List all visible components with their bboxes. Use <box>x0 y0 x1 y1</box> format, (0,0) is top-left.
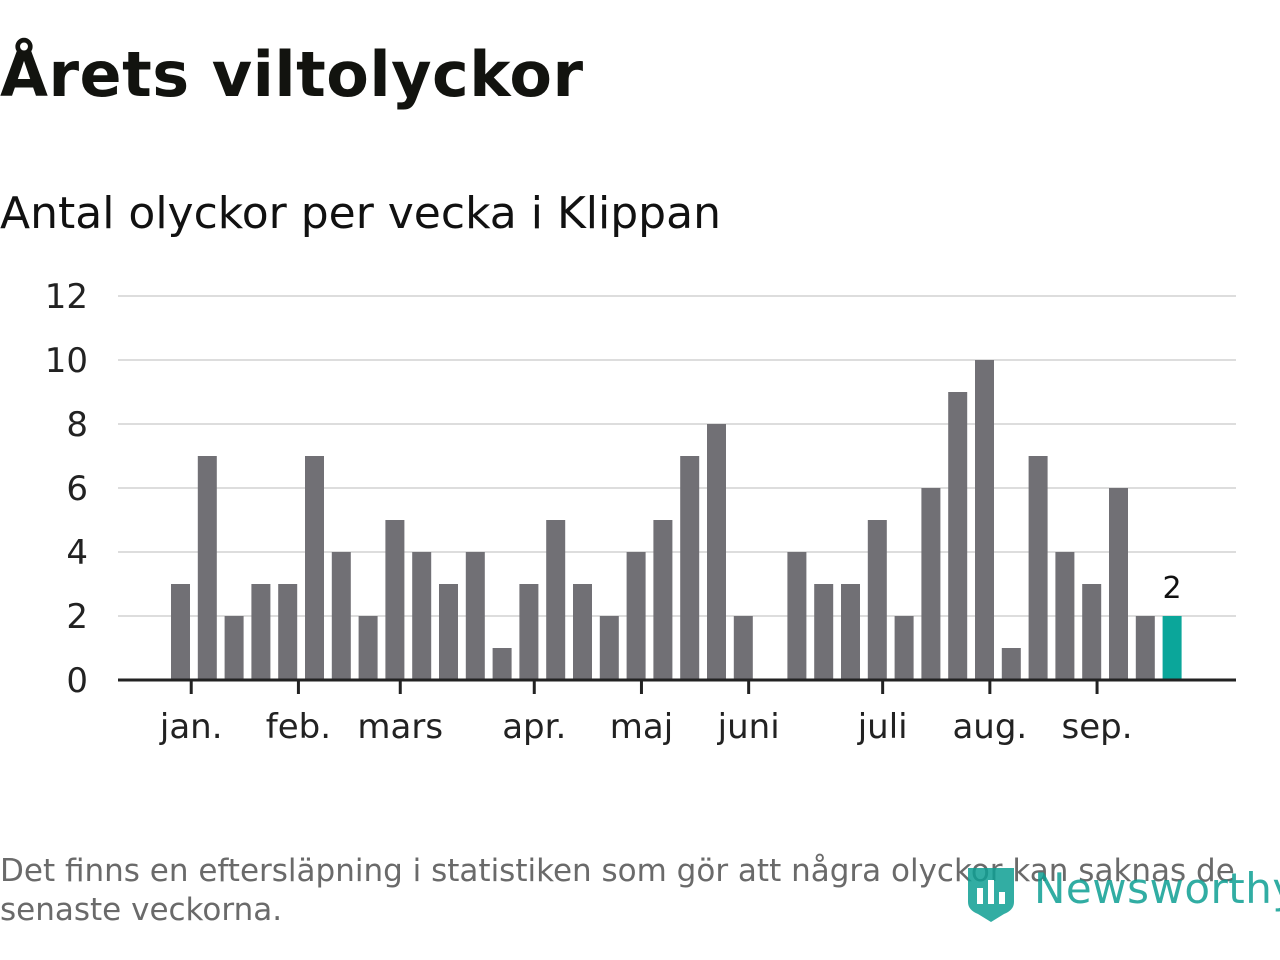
x-tick-label: juli <box>857 707 908 747</box>
bar <box>278 584 298 680</box>
y-tick-label: 4 <box>66 533 88 573</box>
data-label: 2 <box>1163 571 1182 606</box>
bar <box>305 456 324 680</box>
bar <box>921 488 941 680</box>
bar <box>358 616 378 680</box>
bar-highlight <box>1162 616 1182 680</box>
bar <box>707 424 726 680</box>
chart-title: Årets viltolyckor <box>0 38 584 111</box>
y-tick-label: 10 <box>45 341 88 381</box>
bar <box>653 520 673 680</box>
x-tick-label: mars <box>357 707 443 747</box>
bar <box>385 520 405 680</box>
x-tick-label: aug. <box>952 707 1027 747</box>
gridlines <box>118 295 1236 617</box>
newsworthy-logo: Newsworthy <box>964 860 1280 926</box>
bar <box>894 616 914 680</box>
bar <box>948 392 968 680</box>
bar <box>439 584 458 680</box>
chart-subtitle: Antal olyckor per vecka i Klippan <box>0 188 721 239</box>
bar <box>599 616 619 680</box>
bar <box>1109 488 1128 680</box>
data-labels: 2 <box>1163 571 1182 606</box>
bar <box>787 552 807 680</box>
bar <box>814 584 834 680</box>
bars <box>171 360 1182 680</box>
bar <box>841 584 860 680</box>
bar <box>251 584 271 680</box>
bar <box>680 456 700 680</box>
bar <box>519 584 539 680</box>
bar <box>171 584 190 680</box>
bar <box>492 648 512 680</box>
x-tick-label: feb. <box>266 707 331 747</box>
bar <box>465 552 485 680</box>
y-tick-label: 12 <box>45 277 88 317</box>
x-tick-label: sep. <box>1062 707 1133 747</box>
bar <box>1001 648 1021 680</box>
y-tick-label: 8 <box>66 405 88 445</box>
bar <box>546 520 566 680</box>
footnote: Det finns en eftersläpning i statistiken… <box>0 853 1235 928</box>
bar <box>1028 456 1048 680</box>
x-tick-label: maj <box>610 707 673 747</box>
bar <box>1082 584 1102 680</box>
x-tick-label: jan. <box>159 707 223 747</box>
y-tick-label: 0 <box>66 661 88 701</box>
bar <box>224 616 244 680</box>
x-axis-ticks: jan. feb. mars apr. maj juni juli aug. sep. <box>159 680 1133 747</box>
bar <box>1055 552 1075 680</box>
bar-chart-shield-icon <box>968 868 1014 922</box>
bar <box>867 520 887 680</box>
logo-text: Newsworthy <box>1034 864 1280 913</box>
bar <box>626 552 646 680</box>
y-tick-label: 6 <box>66 469 88 509</box>
bar <box>975 360 994 680</box>
bar-chart: 0 2 4 6 8 10 12 jan. feb. mars apr. maj juni juli aug… <box>45 277 1236 747</box>
y-axis-ticks: 0 2 4 6 8 10 12 <box>45 277 88 701</box>
bar <box>1135 616 1155 680</box>
bar <box>733 616 753 680</box>
bar <box>412 552 432 680</box>
x-tick-label: juni <box>717 707 780 747</box>
bar <box>573 584 592 680</box>
x-tick-label: apr. <box>502 707 566 747</box>
y-tick-label: 2 <box>66 597 88 637</box>
bar <box>331 552 351 680</box>
bar <box>197 456 217 680</box>
